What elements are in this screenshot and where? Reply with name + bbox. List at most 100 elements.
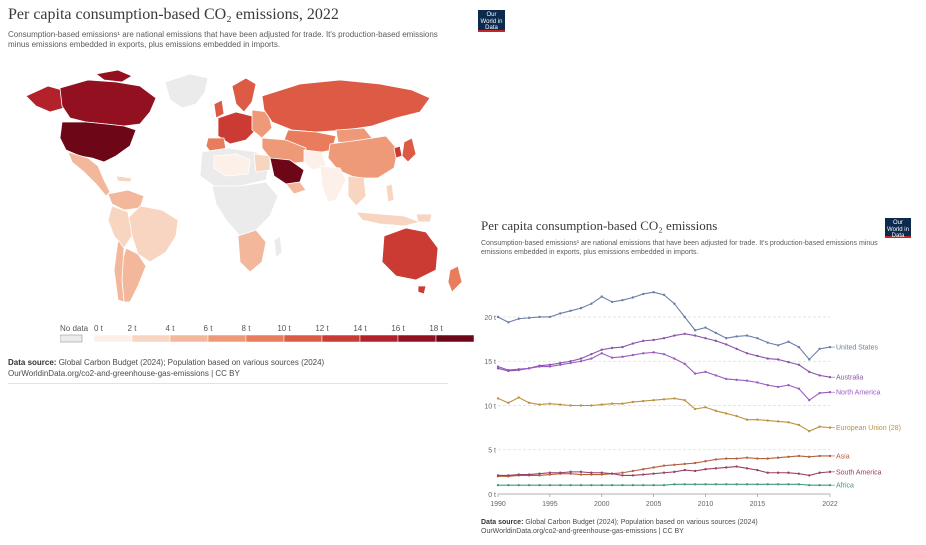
data-point [600, 348, 603, 351]
data-point [496, 315, 500, 319]
data-point [704, 468, 707, 471]
data-point [693, 372, 697, 375]
data-point [797, 363, 801, 366]
line-chart: 0 t 5 t 10 t 15 t 20 t 1990 1995 2000 2005 2010 20… [484, 290, 901, 508]
chart-title: Per capita consumption-based CO₂ emissio… [481, 218, 718, 233]
data-point [631, 469, 635, 473]
data-point [590, 404, 593, 407]
data-point [579, 360, 583, 363]
chart-source: Data source: Global Carbon Budget (2024)… [481, 518, 758, 536]
data-point [725, 337, 728, 340]
data-point [590, 473, 593, 476]
series-line[interactable] [498, 466, 831, 476]
data-point [590, 357, 593, 360]
map-indochina [347, 175, 367, 207]
series-line[interactable] [497, 291, 831, 361]
data-point [559, 361, 562, 365]
data-point [527, 473, 531, 476]
owid-logo-map[interactable]: Our World in Data [478, 10, 505, 32]
data-point [652, 398, 655, 402]
data-point [725, 412, 728, 415]
map-uk [213, 99, 225, 119]
map-png [415, 213, 433, 223]
data-point [621, 345, 624, 349]
map-usa [59, 121, 137, 163]
data-point [714, 331, 718, 335]
data-point [673, 334, 676, 337]
chart-source-text: Global Carbon Budget (2024); Population … [525, 519, 758, 526]
data-point [766, 357, 769, 360]
data-point [776, 471, 780, 474]
data-point [621, 471, 624, 474]
series-label: Africa [836, 483, 854, 490]
legend-swatch [169, 334, 209, 343]
x-tick-label: 1990 [490, 501, 506, 508]
data-point [683, 483, 686, 486]
data-point [714, 483, 718, 486]
map-source-url[interactable]: OurWorldinData.org/co2-and-greenhouse-ga… [8, 369, 240, 378]
data-point [652, 472, 655, 475]
data-point [683, 362, 686, 366]
data-point [507, 368, 510, 372]
data-point [797, 483, 801, 486]
data-point [642, 399, 645, 403]
x-tick-label: 2005 [646, 501, 662, 508]
y-tick-label: 10 t [484, 403, 496, 410]
data-point [756, 381, 759, 384]
data-point [548, 473, 552, 476]
map-new-zealand [447, 265, 463, 293]
data-point [693, 334, 697, 337]
data-point [559, 403, 562, 406]
legend-bin-label: 14 t [353, 324, 367, 333]
map-subtitle: Consumption-based emissions¹ are nationa… [8, 30, 438, 49]
data-point [818, 425, 821, 428]
data-point [745, 334, 749, 337]
chart-source-url[interactable]: OurWorldinData.org/co2-and-greenhouse-ga… [481, 528, 684, 535]
data-point [818, 454, 821, 458]
legend-swatch [283, 334, 323, 343]
map-source-text: Global Carbon Budget (2024); Population … [58, 358, 325, 367]
data-point [828, 391, 832, 394]
data-point [756, 418, 759, 421]
legend-bin-label: 10 t [277, 324, 291, 333]
series-label: Australia [836, 375, 863, 382]
data-point [538, 365, 541, 368]
data-point [548, 315, 552, 319]
data-point [673, 463, 676, 466]
data-point [776, 344, 780, 347]
data-point [538, 474, 541, 477]
series-line[interactable] [497, 333, 831, 378]
data-point [642, 468, 645, 471]
data-point [725, 457, 728, 460]
map-algeria-libya [213, 153, 251, 177]
data-point [808, 483, 811, 487]
data-point [693, 483, 697, 486]
data-point [652, 338, 655, 342]
data-point [548, 471, 552, 474]
data-point [714, 339, 718, 343]
data-point [725, 343, 728, 346]
map-china [327, 135, 399, 179]
data-point [507, 321, 510, 324]
map-japan [401, 137, 417, 163]
data-point [590, 471, 593, 474]
map-philippines [385, 183, 395, 203]
data-point [662, 398, 666, 401]
y-tick-label: 5 t [488, 448, 496, 455]
data-point [538, 403, 541, 406]
legend-bin-label: 8 t [242, 324, 252, 333]
data-point [818, 471, 821, 474]
data-point [631, 296, 635, 299]
series-line[interactable] [497, 396, 831, 432]
data-point [579, 483, 583, 487]
data-point [631, 474, 635, 477]
data-point [787, 360, 790, 364]
data-point [579, 306, 583, 310]
legend-bin-label: 0 t [94, 324, 104, 333]
data-point [735, 347, 738, 351]
data-point [673, 483, 676, 486]
owid-logo-chart[interactable]: Our World in Data [885, 218, 911, 239]
data-point [600, 403, 603, 406]
data-point [621, 474, 624, 477]
map-greenland [164, 73, 209, 109]
